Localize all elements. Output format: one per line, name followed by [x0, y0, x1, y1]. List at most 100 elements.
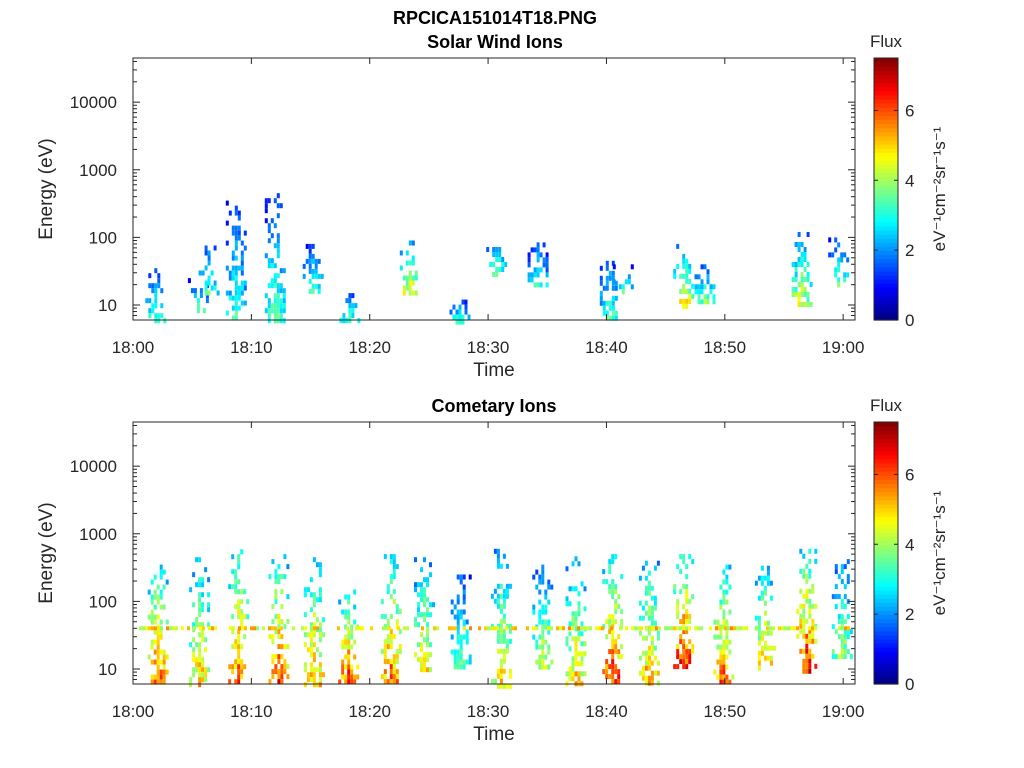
heatmap-cell: [577, 636, 581, 642]
heatmap-cell: [802, 608, 806, 614]
heatmap-cell: [808, 638, 812, 644]
heatmap-cell: [464, 299, 468, 305]
heatmap-cell: [213, 285, 217, 291]
heatmap-cell: [237, 265, 241, 271]
heatmap-cell: [766, 645, 770, 651]
heatmap-cell: [429, 642, 432, 648]
heatmap-cell: [676, 243, 680, 249]
heatmap-cell: [608, 300, 612, 306]
heatmap-cell: [468, 574, 472, 580]
heatmap-cell: [318, 592, 322, 598]
heatmap-cell: [541, 619, 545, 625]
heatmap-cell: [318, 567, 322, 573]
heatmap-cell: [706, 294, 710, 300]
heatmap-cell: [495, 272, 499, 277]
heatmap-cell: [154, 626, 157, 631]
heatmap-cell: [797, 297, 801, 302]
heatmap-cell: [453, 614, 457, 620]
heatmap-cell: [153, 614, 157, 620]
heatmap-cell: [231, 644, 235, 650]
heatmap-cell: [799, 568, 803, 574]
heatmap-cell: [411, 260, 415, 266]
heatmap-cell: [411, 255, 415, 261]
heatmap-cell: [614, 609, 618, 615]
heatmap-cell: [766, 580, 770, 586]
heatmap-cell: [598, 626, 601, 631]
heatmap-cell: [267, 263, 271, 269]
heatmap-cell: [270, 263, 274, 269]
heatmap-cell: [722, 679, 726, 685]
heatmap-cell: [423, 657, 426, 663]
heatmap-cell: [605, 260, 609, 266]
heatmap-cell: [538, 614, 542, 620]
heatmap-cell: [423, 652, 426, 658]
heatmap-cell: [796, 608, 800, 614]
heatmap-cell: [803, 252, 807, 257]
heatmap-cell: [574, 626, 578, 632]
heatmap-cell: [156, 584, 160, 590]
heatmap-cell: [150, 674, 154, 680]
heatmap-cell: [267, 198, 271, 204]
heatmap-cell: [568, 601, 572, 607]
heatmap-cell: [277, 669, 281, 675]
heatmap-cell: [754, 615, 758, 621]
heatmap-cell: [682, 639, 686, 645]
heatmap-cell: [237, 285, 241, 291]
colorbar-swatch: [874, 205, 898, 211]
heatmap-cell: [805, 653, 809, 659]
heatmap-cell: [411, 290, 415, 296]
heatmap-cell: [673, 626, 676, 631]
heatmap-cell: [722, 664, 726, 670]
heatmap-cell: [728, 649, 732, 655]
heatmap-cell: [210, 285, 214, 291]
heatmap-cell: [286, 619, 290, 625]
heatmap-cell: [583, 651, 587, 657]
y-tick-label: 100: [89, 228, 117, 247]
heatmap-cell: [508, 628, 512, 634]
heatmap-cell: [231, 275, 235, 281]
colorbar-swatch: [874, 78, 898, 84]
heatmap-cell: [611, 639, 615, 645]
heatmap-cell: [541, 609, 545, 615]
heatmap-cell: [465, 629, 469, 635]
heatmap-cell: [808, 653, 812, 659]
heatmap-cell: [456, 639, 460, 645]
heatmap-cell: [386, 619, 390, 625]
heatmap-cell: [306, 672, 310, 678]
heatmap-cell: [450, 609, 454, 615]
heatmap-cell: [688, 619, 692, 625]
heatmap-cell: [599, 300, 603, 306]
heatmap-cell: [342, 313, 346, 319]
heatmap-cell: [605, 674, 609, 680]
heatmap-cell: [618, 284, 622, 290]
heatmap-cell: [571, 621, 575, 627]
heatmap-cell: [309, 577, 313, 583]
heatmap-cell: [565, 601, 569, 607]
heatmap-cell: [814, 603, 818, 609]
heatmap-cell: [498, 267, 502, 272]
heatmap-cell: [264, 203, 268, 209]
heatmap-cell: [706, 279, 710, 285]
heatmap-cell: [147, 654, 151, 660]
heatmap-cell: [700, 289, 704, 295]
heatmap-cell: [147, 589, 151, 595]
heatmap-cell: [312, 602, 316, 608]
heatmap-cell: [420, 657, 423, 663]
heatmap-area: [139, 548, 853, 689]
heatmap-cell: [725, 629, 729, 635]
heatmap-cell: [728, 564, 732, 570]
heatmap-cell: [361, 626, 364, 631]
heatmap-cell: [276, 298, 280, 304]
heatmap-cell: [502, 588, 506, 594]
heatmap-cell: [535, 569, 539, 575]
heatmap-cell: [380, 599, 384, 605]
heatmap-cell: [501, 267, 505, 272]
heatmap-cell: [499, 603, 503, 609]
colorbar-swatch: [874, 630, 898, 636]
heatmap-cell: [644, 610, 648, 616]
heatmap-cell: [344, 674, 348, 680]
heatmap-cell: [647, 630, 651, 636]
heatmap-cell: [237, 599, 241, 605]
heatmap-cell: [502, 683, 506, 689]
heatmap-cell: [536, 252, 540, 258]
